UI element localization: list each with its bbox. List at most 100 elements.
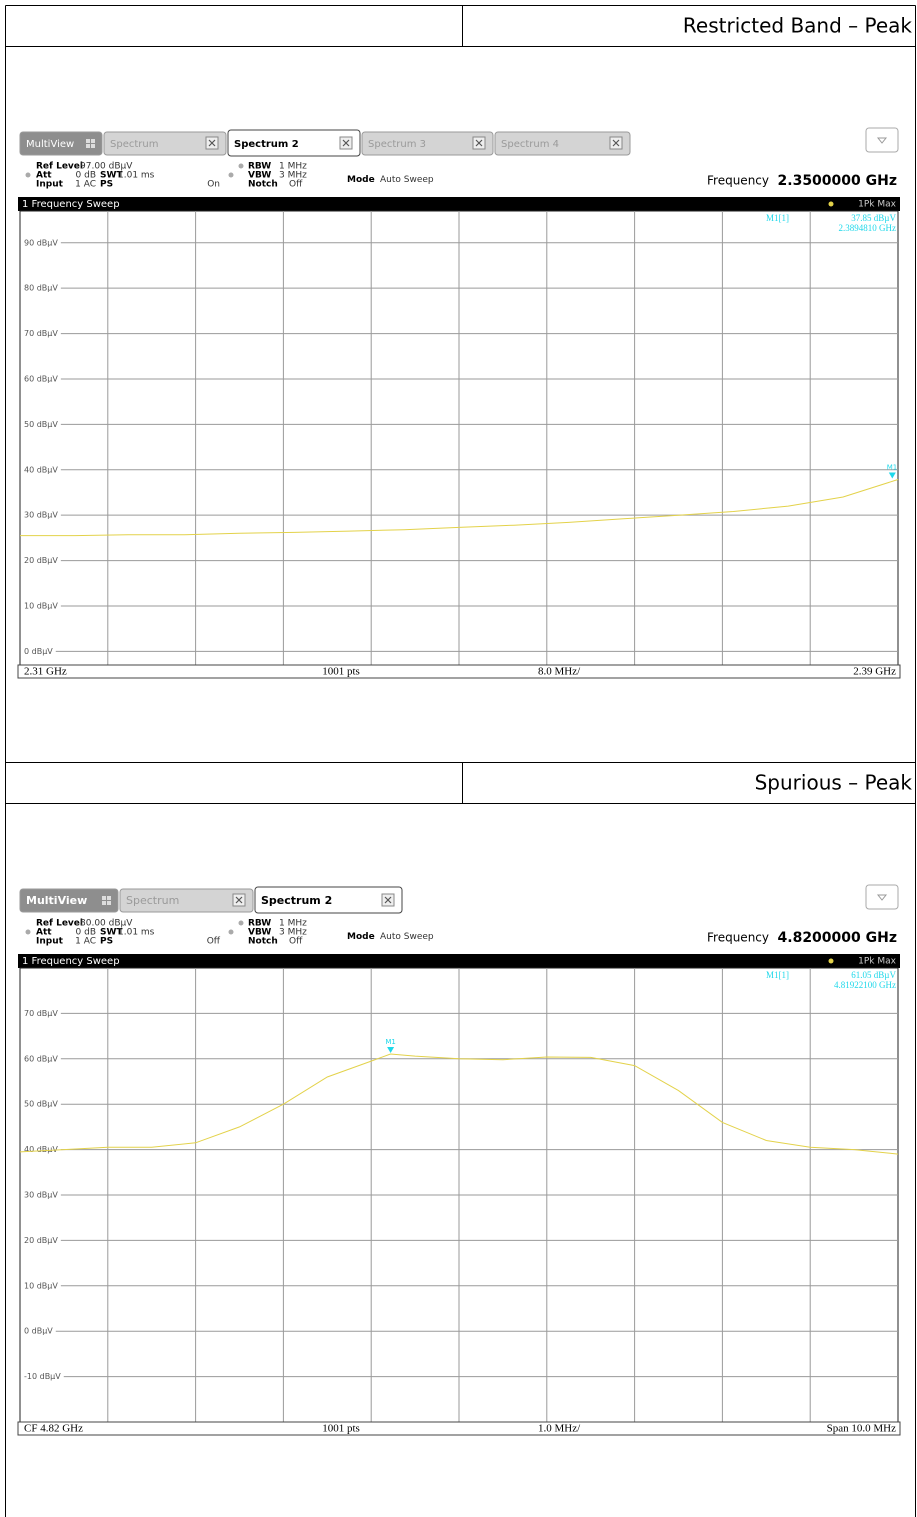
tab[interactable]: Spectrum	[103, 131, 227, 156]
setting-label: Mode	[347, 175, 375, 185]
footer-label: 8.0 MHz/	[538, 666, 581, 678]
setting-value: Auto Sweep	[380, 932, 434, 942]
setting-label: Mode	[347, 932, 375, 942]
setting-value: Off	[289, 937, 303, 947]
chart-title: 1 Frequency Sweep	[22, 956, 120, 967]
setting-label: RBW	[248, 919, 271, 929]
tab[interactable]: MultiView	[19, 888, 119, 913]
tab-label: MultiView	[26, 139, 74, 150]
setting-value: 97.00 dBµV	[80, 162, 133, 172]
tab-shape	[103, 131, 227, 156]
y-tick-label: 70 dBµV	[24, 329, 58, 338]
y-tick-label: -10 dBµV	[24, 1372, 61, 1381]
tab-shape	[494, 131, 631, 156]
marker	[387, 1047, 395, 1054]
trace-dot	[828, 958, 834, 964]
marker-readout-x: 4.81922100 GHz	[834, 980, 896, 990]
setting-label: Att	[36, 171, 52, 181]
setting-value: 1.01 ms	[118, 928, 155, 938]
status-dot	[25, 929, 31, 935]
setting-label: VBW	[248, 171, 271, 181]
tab-label: MultiView	[26, 894, 87, 907]
icon	[91, 139, 95, 143]
setting-label: Notch	[248, 937, 278, 947]
icon	[107, 896, 111, 900]
setting-label: Att	[36, 928, 52, 938]
setting-value: Off	[289, 180, 303, 190]
tab-shape	[254, 886, 403, 914]
tab-label: Spectrum 2	[234, 139, 299, 150]
icon	[102, 901, 106, 905]
close-icon	[208, 139, 216, 147]
setting-label: SWT	[100, 928, 123, 938]
footer-label: 1001 pts	[322, 666, 360, 678]
close-icon	[342, 139, 350, 147]
marker-name: M1	[385, 1038, 396, 1046]
tab[interactable]: Spectrum	[119, 888, 254, 913]
setting-label: Input	[36, 180, 64, 190]
tab-label: Spectrum 4	[501, 139, 559, 150]
tab-label: Spectrum 2	[261, 894, 332, 907]
y-tick-label: 70 dBµV	[24, 1009, 58, 1018]
icon	[91, 144, 95, 148]
setting-label: Ref Level	[36, 162, 83, 172]
tab-label: Spectrum 3	[368, 139, 426, 150]
chart-titlebar	[18, 954, 900, 968]
y-tick-label: 10 dBµV	[24, 1281, 58, 1290]
tab[interactable]: MultiView	[19, 131, 103, 156]
footer-label: 1.0 MHz/	[538, 1423, 581, 1435]
setting-value: 3 MHz	[279, 171, 307, 181]
setting-label: VBW	[248, 928, 271, 938]
setting-value: Off	[207, 937, 221, 947]
tab[interactable]: Spectrum 4	[494, 131, 631, 156]
marker-readout-value: 61.05 dBµV	[851, 970, 896, 980]
frequency-label: Frequency	[707, 931, 769, 945]
y-tick-label: 30 dBµV	[24, 1191, 58, 1200]
setting-value: On	[207, 180, 220, 190]
tab[interactable]: Spectrum 3	[361, 131, 494, 156]
icon	[86, 144, 90, 148]
tab[interactable]: Spectrum 2	[227, 129, 361, 157]
tab-label: Spectrum	[126, 894, 179, 907]
trace	[20, 479, 899, 537]
tab[interactable]: Spectrum 2	[254, 886, 403, 914]
footer-label: CF 4.82 GHz	[24, 1423, 83, 1435]
footer-label: 1001 pts	[322, 1423, 360, 1435]
trace-label: 1Pk Max	[858, 200, 897, 210]
setting-value: 80.00 dBµV	[80, 919, 133, 929]
tab-shape	[227, 129, 361, 157]
footer-label: Span 10.0 MHz	[827, 1423, 896, 1435]
setting-label: SWT	[100, 171, 123, 181]
marker-readout-value: 37.85 dBµV	[851, 213, 896, 223]
y-tick-label: 60 dBµV	[24, 374, 58, 383]
dropdown[interactable]	[865, 127, 899, 153]
icon	[107, 901, 111, 905]
marker	[888, 472, 896, 479]
setting-label: PS	[100, 937, 113, 947]
setting-value: 1 MHz	[279, 919, 307, 929]
status-dot	[238, 920, 244, 926]
y-tick-label: 40 dBµV	[24, 1145, 58, 1154]
y-tick-label: 50 dBµV	[24, 420, 58, 429]
y-tick-label: 80 dBµV	[24, 284, 58, 293]
marker-readout-label: M1[1]	[766, 970, 789, 980]
y-tick-label: 40 dBµV	[24, 465, 58, 474]
icon	[86, 139, 90, 143]
close-icon	[235, 896, 243, 904]
setting-value: 0 dB	[76, 171, 96, 181]
dropdown[interactable]	[865, 884, 899, 910]
dropdown-arrow	[876, 137, 888, 144]
tab-shape	[19, 888, 119, 913]
y-tick-label: 0 dBµV	[24, 647, 53, 656]
chart-title: 1 Frequency Sweep	[22, 199, 120, 210]
y-tick-label: 90 dBµV	[24, 238, 58, 247]
marker-readout-x: 2.3894810 GHz	[839, 223, 897, 233]
dropdown-box	[865, 127, 899, 153]
footer-label: 2.31 GHz	[24, 666, 67, 678]
dropdown-box	[865, 884, 899, 910]
status-dot	[238, 163, 244, 169]
trace	[19, 1053, 899, 1155]
close-icon	[612, 139, 620, 147]
close-icon	[384, 896, 392, 904]
